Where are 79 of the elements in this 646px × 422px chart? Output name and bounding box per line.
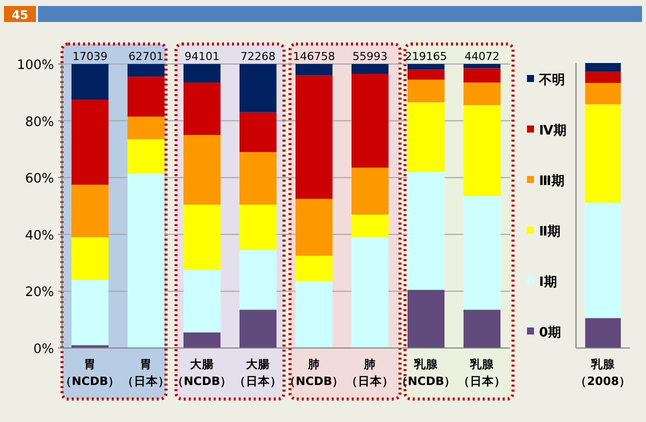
x-tick-label: 大腸（NCDB）	[172, 357, 232, 388]
bar	[464, 64, 500, 68]
bar	[585, 104, 621, 203]
bar	[240, 310, 276, 348]
bar	[352, 64, 388, 74]
x-tick-label: 肺（日本）	[346, 357, 394, 388]
annotation: 44072	[464, 50, 500, 63]
bar	[352, 74, 388, 168]
bar	[128, 139, 164, 174]
bar	[585, 202, 621, 318]
bar	[352, 237, 388, 348]
annotation: 62701	[128, 50, 164, 63]
bar	[240, 204, 276, 250]
bar	[408, 80, 444, 102]
bar	[585, 318, 621, 348]
y-tick-label: 60%	[25, 172, 54, 187]
x-tick-label: 胃（日本）	[122, 357, 170, 388]
x-tick-label: 乳腺（2008）	[574, 357, 632, 388]
bar	[296, 256, 332, 282]
legend-label: Ⅱ期	[539, 224, 561, 240]
bar	[184, 64, 220, 82]
bar	[408, 70, 444, 80]
x-tick-label: 胃（NCDB）	[60, 357, 120, 388]
bar	[72, 64, 108, 100]
bar	[240, 152, 276, 205]
bar	[240, 112, 276, 152]
bar	[296, 281, 332, 348]
bar	[240, 250, 276, 310]
legend-label: Ⅰ期	[539, 275, 557, 290]
bar	[72, 100, 108, 185]
legend-label: 0期	[539, 326, 562, 340]
legend-label: 不明	[538, 73, 565, 88]
text: 45	[12, 8, 28, 22]
bar	[408, 290, 444, 348]
bar	[240, 64, 276, 112]
bar	[128, 64, 164, 77]
bar	[184, 82, 220, 135]
y-tick-label: 80%	[25, 114, 54, 130]
x-tick-label: 大腸（日本）	[234, 357, 282, 388]
y-tick-label: 0%	[33, 342, 54, 357]
annotation: 146758	[293, 50, 335, 63]
bar	[296, 64, 332, 76]
annotation: 55993	[352, 50, 388, 63]
bar	[408, 64, 444, 70]
bar	[72, 280, 108, 346]
bar	[408, 102, 444, 172]
y-tick-label: 100%	[16, 58, 54, 73]
bar	[585, 63, 621, 72]
bar	[184, 332, 220, 348]
annotation: 94101	[184, 50, 220, 63]
bar	[128, 76, 164, 117]
x-tick-label: 乳腺（日本）	[458, 357, 506, 388]
bar	[184, 270, 220, 332]
y-tick-label: 20%	[25, 285, 54, 300]
bar	[585, 82, 621, 104]
bar	[464, 310, 500, 348]
bar	[296, 75, 332, 199]
bar	[464, 82, 500, 106]
annotation: 72268	[240, 50, 276, 63]
x-tick-label: 肺（NCDB）	[284, 357, 344, 388]
annotation: 219165	[405, 50, 447, 63]
bar	[408, 172, 444, 290]
bar	[464, 105, 500, 196]
annotation: 17039	[72, 50, 108, 63]
bar	[352, 214, 388, 238]
bar	[72, 237, 108, 280]
legend-label: Ⅲ期	[539, 174, 564, 189]
bar	[184, 135, 220, 205]
bar	[585, 72, 621, 83]
bar	[128, 173, 164, 348]
bar	[296, 198, 332, 256]
bar	[184, 204, 220, 270]
bar	[352, 168, 388, 215]
y-tick-label: 40%	[25, 228, 54, 244]
bar	[72, 184, 108, 238]
bar	[464, 196, 500, 310]
bar	[464, 68, 500, 82]
legend-label: Ⅳ期	[539, 124, 566, 138]
bar	[128, 116, 164, 140]
